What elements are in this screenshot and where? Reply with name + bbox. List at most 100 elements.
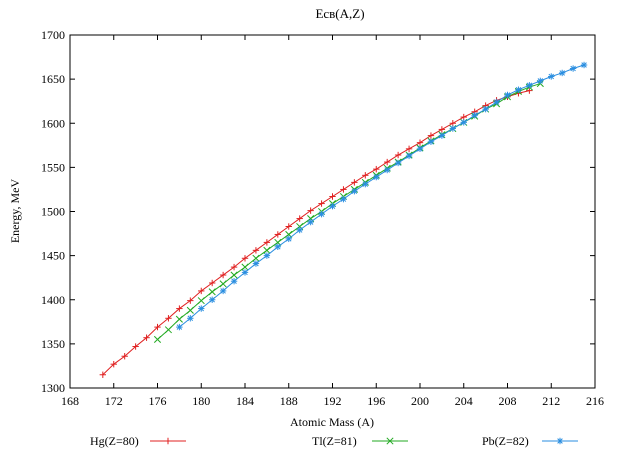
x-tick-label: 172 — [105, 394, 123, 408]
data-point — [438, 126, 446, 133]
data-point — [197, 297, 205, 305]
data-point — [208, 279, 216, 287]
data-point — [351, 188, 358, 195]
data-point — [362, 172, 369, 179]
data-point — [318, 210, 325, 218]
data-point — [252, 260, 260, 267]
data-point — [230, 263, 238, 271]
data-point — [132, 343, 139, 350]
data-point — [558, 69, 566, 77]
data-point — [394, 151, 402, 159]
series-pb — [176, 61, 588, 331]
x-tick-label: 192 — [324, 394, 342, 408]
data-point — [274, 231, 282, 238]
data-point — [219, 271, 227, 279]
y-tick-label: 1550 — [41, 160, 65, 174]
legend-label: Tl(Z=81) — [312, 434, 357, 448]
data-point — [307, 207, 314, 214]
x-tick-label: 208 — [499, 394, 517, 408]
x-axis: 168 172 176 180 184 188 192 196 200 204 208 212 216 — [61, 35, 604, 408]
legend-label: Pb(Z=82) — [482, 434, 529, 448]
data-point — [252, 254, 260, 262]
data-point — [329, 203, 336, 210]
legend-item: Tl(Z=81) — [312, 434, 408, 448]
y-tick-label: 1650 — [41, 72, 65, 86]
data-point — [493, 98, 500, 106]
series-line — [157, 83, 541, 340]
data-point — [154, 323, 161, 331]
chart-title: Eсв(A,Z) — [315, 6, 364, 21]
data-point — [405, 145, 413, 153]
data-point — [482, 105, 489, 113]
data-point — [175, 315, 183, 323]
series-line — [179, 64, 585, 328]
legend-item: Pb(Z=82) — [482, 434, 578, 448]
data-point — [416, 145, 424, 153]
data-point — [164, 326, 172, 334]
data-point — [208, 296, 216, 303]
series-line — [102, 90, 530, 376]
data-point — [416, 139, 424, 146]
data-point — [274, 243, 282, 250]
data-point — [460, 119, 467, 126]
data-point — [405, 152, 413, 160]
data-point — [285, 235, 292, 243]
series-hg — [99, 87, 533, 378]
y-tick-label: 1450 — [41, 249, 65, 263]
data-point — [307, 218, 314, 226]
data-point — [471, 112, 478, 119]
data-point — [208, 288, 216, 296]
data-point — [537, 77, 544, 85]
data-point — [198, 305, 205, 312]
data-point — [386, 437, 394, 445]
data-point — [556, 437, 564, 445]
data-point — [394, 159, 402, 167]
data-point — [340, 186, 347, 193]
data-point — [230, 271, 238, 279]
x-tick-label: 200 — [411, 394, 429, 408]
data-point — [351, 179, 358, 186]
data-point — [383, 158, 391, 166]
y-tick-label: 1600 — [41, 116, 65, 130]
x-tick-label: 188 — [280, 394, 298, 408]
x-tick-label: 184 — [236, 394, 254, 408]
data-point — [362, 180, 369, 188]
data-point — [176, 305, 183, 312]
data-point — [569, 65, 577, 72]
data-point — [427, 132, 435, 139]
x-tick-label: 180 — [192, 394, 210, 408]
x-tick-label: 176 — [149, 394, 167, 408]
data-point — [427, 138, 435, 145]
data-point — [187, 315, 194, 322]
data-point — [296, 215, 303, 222]
data-point — [110, 360, 117, 368]
data-point — [580, 61, 588, 69]
data-point — [186, 306, 194, 314]
y-tick-label: 1300 — [41, 381, 65, 395]
data-point — [99, 371, 107, 378]
data-point — [230, 278, 238, 285]
data-point — [241, 263, 249, 271]
data-point — [121, 353, 128, 360]
data-point — [383, 166, 391, 174]
data-point — [165, 315, 172, 322]
data-point — [263, 239, 271, 246]
data-point — [219, 287, 227, 295]
data-point — [318, 200, 325, 207]
data-point — [373, 173, 380, 181]
legend: Hg(Z=80) Tl(Z=81) Pb(Z=82) — [90, 434, 578, 448]
data-point — [449, 125, 457, 132]
y-axis-label: Energy, MeV — [8, 179, 22, 244]
y-tick-label: 1500 — [41, 205, 65, 219]
x-tick-label: 168 — [61, 394, 79, 408]
data-point — [143, 334, 150, 341]
data-point — [241, 269, 249, 276]
x-tick-label: 216 — [586, 394, 604, 408]
data-point — [504, 91, 511, 99]
data-point — [263, 252, 271, 259]
data-point — [329, 193, 336, 200]
y-tick-label: 1700 — [41, 28, 65, 42]
x-tick-label: 204 — [455, 394, 473, 408]
x-tick-label: 212 — [542, 394, 560, 408]
